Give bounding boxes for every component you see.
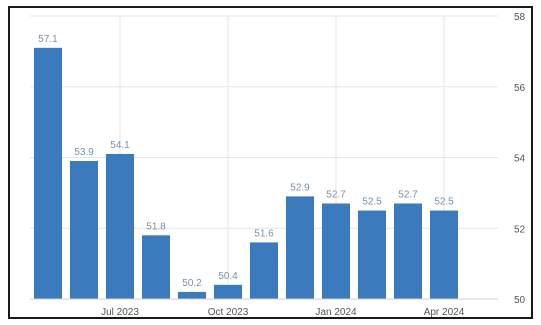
x-tick-label: Apr 2024	[424, 307, 465, 318]
bar	[141, 235, 171, 299]
data-label: 51.8	[146, 221, 166, 232]
data-label: 52.5	[362, 197, 382, 208]
bar	[213, 284, 243, 299]
data-label: 57.1	[38, 34, 58, 45]
data-label: 50.2	[182, 278, 202, 289]
data-label: 51.6	[254, 228, 274, 239]
y-tick-label: 54	[514, 154, 526, 165]
bar	[249, 242, 279, 299]
data-label: 50.4	[218, 271, 238, 282]
x-axis-ticks: Jul 2023 Oct 2023 Jan 2024 Apr 2024	[101, 307, 465, 318]
data-label: 52.5	[434, 197, 454, 208]
y-tick-label: 56	[514, 83, 526, 94]
bar	[33, 47, 63, 300]
y-tick-label: 52	[514, 224, 526, 235]
bar	[177, 291, 207, 299]
bar	[105, 153, 135, 299]
data-label: 52.9	[290, 182, 310, 193]
data-label: 54.1	[110, 140, 130, 151]
data-label: 52.7	[326, 189, 346, 200]
x-tick-label: Jan 2024	[315, 307, 357, 318]
y-tick-label: 58	[514, 12, 526, 23]
bar	[357, 210, 387, 299]
bar	[393, 203, 423, 299]
data-label: 53.9	[74, 147, 94, 158]
y-axis-ticks: 50 52 54 56 58	[514, 12, 526, 306]
bar	[321, 203, 351, 299]
bars	[33, 47, 459, 300]
x-tick-label: Oct 2023	[208, 307, 249, 318]
x-tick-label: Jul 2023	[101, 307, 139, 318]
data-labels: 57.1 53.9 54.1 51.8 50.2 50.4 51.6 52.9 52.7 52.5…	[38, 34, 454, 289]
y-tick-label: 50	[514, 295, 526, 306]
data-label: 52.7	[398, 189, 418, 200]
bar	[285, 196, 315, 299]
bar	[429, 210, 459, 299]
bar	[69, 161, 99, 299]
